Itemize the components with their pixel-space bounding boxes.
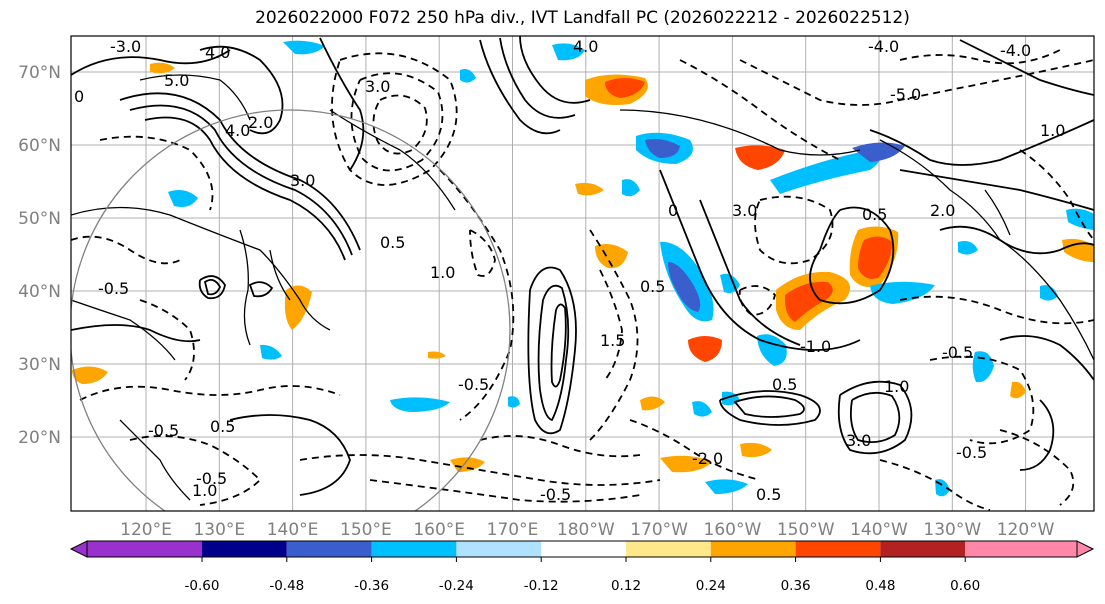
contour-label: -2.0 [692,449,723,468]
longitude-tick-label: 140°W [850,520,908,540]
map-frame [70,35,1095,512]
contour-labels: -3.0 5.0 4.0 4.0 3.0 2.0 0 -0.5 0.5 1.0 … [74,37,1065,504]
colorbar-segment [880,541,966,557]
convergence-contours [71,49,1094,511]
colorbar-tick-label: 0.48 [865,578,895,594]
contour-label: 0.5 [772,375,797,394]
latitude-tick-label: 20°N [18,428,61,448]
contour-label: 1.0 [1040,121,1065,140]
contour-label: 0.5 [210,417,235,436]
contour-label: 0.5 [862,205,887,224]
longitude-tick-label: 180°W [557,520,615,540]
colorbar-segment [541,541,626,557]
contour-label: -4.0 [868,37,899,56]
contour-label: 4.0 [225,121,250,140]
colorbar-tick-label: 0.24 [696,578,726,594]
contour-label: -0.5 [196,469,227,488]
landfall-circle [71,109,511,511]
longitude-tick-label: 140°E [267,520,319,540]
contour-label: 1.0 [430,263,455,282]
longitude-tick-label: 130°E [193,520,245,540]
colorbar-tick-label: -0.60 [185,578,220,594]
colorbar-segment [286,541,372,557]
longitude-tick-label: 160°W [704,520,762,540]
contour-label: -0.5 [942,343,973,362]
colorbar-segment [87,541,202,557]
contour-label: 3.0 [732,201,757,220]
colorbar: -0.60 -0.48 -0.36 -0.24 -0.12 0.12 0.24 0.36 0.4… [69,540,1095,594]
longitude-tick-label: 150°E [340,520,392,540]
coastlines [71,74,1094,501]
contour-label: 3.0 [365,77,390,96]
contour-label: -0.5 [540,485,571,504]
latitude-tick-label: 70°N [18,63,61,83]
latitude-tick-label: 60°N [18,136,61,156]
contour-label: 0.5 [640,277,665,296]
colorbar-tick-label: -0.36 [354,578,389,594]
contour-label: 2.0 [930,201,955,220]
colorbar-tick-label: 0.36 [781,578,811,594]
map-title: 2026022000 F072 250 hPa div., IVT Landfa… [255,8,910,28]
longitude-tick-label: 130°W [923,520,981,540]
colorbar-segment [626,541,711,557]
longitude-tick-label: 120°W [997,520,1055,540]
divergence-contours [71,36,1094,496]
latitude-tick-label: 30°N [18,355,61,375]
colorbar-segment [202,541,287,557]
colorbar-tick-label: 0.12 [611,578,641,594]
contour-label: -3.0 [110,37,141,56]
colorbar-segment [710,541,796,557]
contour-label: -0.5 [956,443,987,462]
colorbar-tick-label: -0.12 [524,578,559,594]
contour-label: -5.0 [890,85,921,104]
contour-label: 5.0 [164,71,189,90]
contour-label: 4.0 [205,43,230,62]
colorbar-segment [456,541,542,557]
contour-label: -4.0 [1000,41,1031,60]
colorbar-segment [371,541,457,557]
contour-label: -0.5 [98,279,129,298]
colorbar-max-extension [1076,540,1095,558]
contour-label: 3.0 [846,431,871,450]
latitude-tick-label: 50°N [18,209,61,229]
longitude-tick-label: 170°E [487,520,539,540]
contour-label: 0 [74,87,84,106]
colorbar-tick-label: 0.60 [950,578,980,594]
colorbar-segment [795,541,881,557]
contour-label: 3.0 [290,171,315,190]
colorbar-segment [965,541,1077,557]
contour-label: -1.0 [800,337,831,356]
divergence-shading [72,40,1094,497]
contour-label: 0.5 [756,485,781,504]
longitude-tick-label: 120°E [120,520,172,540]
longitude-tick-label: 170°W [630,520,688,540]
map-background [71,36,1094,511]
contour-label: -0.5 [458,375,489,394]
longitude-tick-label: 160°E [413,520,465,540]
contour-label: 0.5 [380,233,405,252]
longitude-tick-labels: 120°E 130°E 140°E 150°E 160°E 170°E 180°W 170°W… [120,520,1055,540]
contour-label: 1.5 [600,331,625,350]
contour-label: 1.0 [192,481,217,500]
contour-label: 0 [668,201,678,220]
contour-label: -0.5 [148,421,179,440]
colorbar-tick-label: -0.48 [269,578,304,594]
latitude-tick-labels: 70°N 60°N 50°N 40°N 30°N 20°N [18,63,61,448]
contour-label: 4.0 [573,37,598,56]
contour-label: 2.0 [248,113,273,132]
contour-label: 1.0 [884,377,909,396]
colorbar-tick-label: -0.24 [439,578,474,594]
colorbar-min-extension [69,540,88,558]
longitude-tick-label: 150°W [777,520,835,540]
map-panel: -3.0 5.0 4.0 4.0 3.0 2.0 0 -0.5 0.5 1.0 … [70,35,1095,512]
latitude-tick-label: 40°N [18,282,61,302]
